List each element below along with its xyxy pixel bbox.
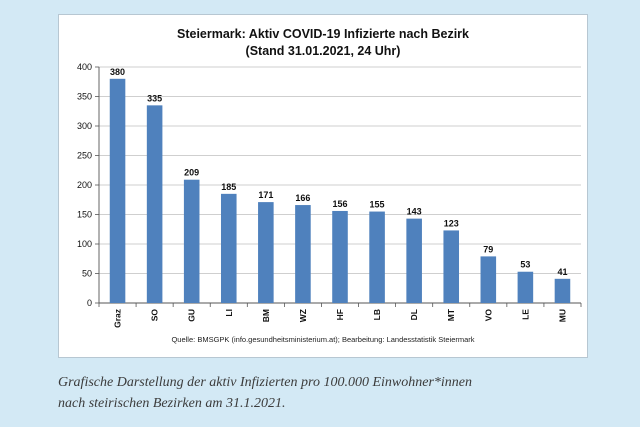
bar-mu bbox=[554, 278, 571, 303]
category-label: GU bbox=[187, 309, 197, 322]
bar-hf bbox=[332, 210, 348, 303]
data-label: 53 bbox=[520, 260, 530, 270]
bar-so bbox=[146, 105, 163, 303]
category-label: HF bbox=[335, 309, 345, 320]
data-label: 79 bbox=[483, 244, 493, 254]
bar-vo bbox=[480, 256, 497, 303]
figure-caption: Grafische Darstellung der aktiv Infizier… bbox=[58, 372, 618, 414]
source-note: Quelle: BMSGPK (info.gesundheitsminister… bbox=[171, 335, 475, 344]
data-label: 41 bbox=[557, 267, 567, 277]
category-label: Graz bbox=[113, 309, 123, 328]
bar-wz bbox=[295, 205, 311, 303]
data-label: 166 bbox=[295, 193, 310, 203]
bar-dl bbox=[406, 218, 422, 303]
bar-li bbox=[220, 193, 237, 303]
data-label: 335 bbox=[147, 93, 162, 103]
category-label: LB bbox=[372, 309, 382, 320]
category-label: BM bbox=[261, 309, 271, 322]
chart-title: Steiermark: Aktiv COVID-19 Infizierte na… bbox=[177, 27, 469, 41]
caption-line-2: nach steirischen Bezirken am 31.1.2021. bbox=[58, 396, 286, 411]
bar-graz bbox=[109, 78, 126, 303]
chart-subtitle: (Stand 31.01.2021, 24 Uhr) bbox=[245, 44, 401, 58]
data-label: 155 bbox=[370, 200, 385, 210]
category-label: MU bbox=[557, 309, 567, 322]
category-label: SO bbox=[150, 309, 160, 322]
data-label: 143 bbox=[407, 207, 422, 217]
bar-lb bbox=[369, 211, 385, 303]
category-label: MT bbox=[446, 308, 456, 321]
y-tick-label: 350 bbox=[77, 92, 92, 102]
y-tick-label: 400 bbox=[77, 62, 92, 72]
y-tick-label: 0 bbox=[87, 298, 92, 308]
bar-gu bbox=[183, 179, 200, 303]
y-tick-label: 200 bbox=[77, 180, 92, 190]
y-tick-label: 300 bbox=[77, 121, 92, 131]
bar-chart: 0 50 100 150 200 250 300 350 400 380 Graz 335 SO 209 G… bbox=[77, 62, 582, 328]
data-label: 156 bbox=[332, 199, 347, 209]
y-tick-label: 150 bbox=[77, 210, 92, 220]
category-label: LI bbox=[224, 309, 234, 317]
category-label: DL bbox=[409, 309, 419, 320]
bar-bm bbox=[258, 202, 274, 303]
data-label: 171 bbox=[258, 190, 273, 200]
category-label: WZ bbox=[298, 309, 308, 322]
y-tick-label: 100 bbox=[77, 239, 92, 249]
bar-le bbox=[517, 271, 534, 303]
bar-mt bbox=[443, 230, 460, 303]
data-label: 123 bbox=[444, 218, 459, 228]
data-label: 380 bbox=[110, 67, 125, 77]
data-label: 209 bbox=[184, 168, 199, 178]
y-tick-label: 50 bbox=[82, 269, 92, 279]
category-label: LE bbox=[520, 309, 530, 320]
category-label: VO bbox=[483, 309, 493, 322]
data-label: 185 bbox=[221, 182, 236, 192]
chart-panel: Steiermark: Aktiv COVID-19 Infizierte na… bbox=[58, 14, 588, 358]
caption-line-1: Grafische Darstellung der aktiv Infizier… bbox=[58, 375, 472, 390]
y-tick-label: 250 bbox=[77, 151, 92, 161]
